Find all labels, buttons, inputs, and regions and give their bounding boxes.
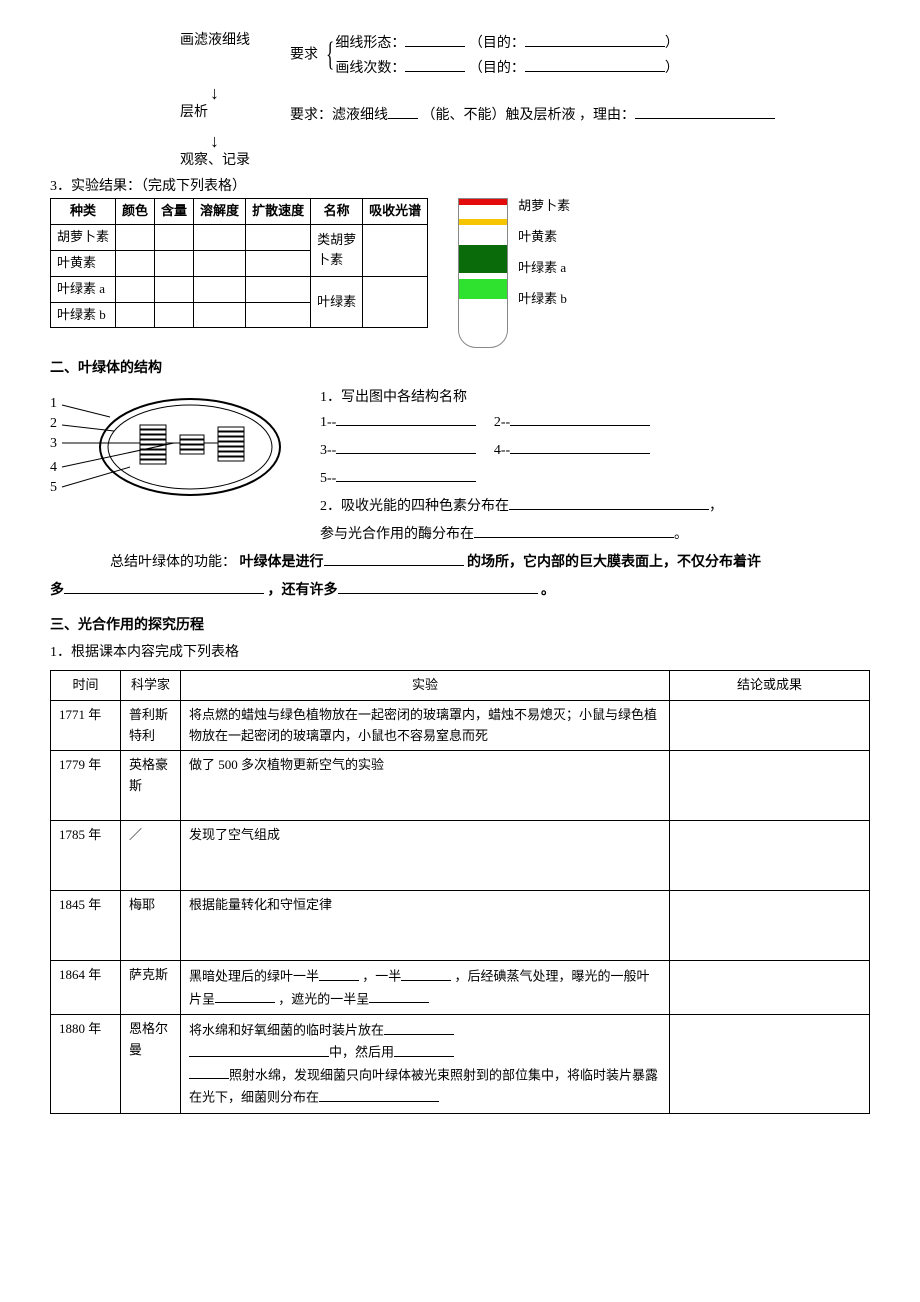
q2-prefix: 2．吸收光能的四种色素分布在 [320, 499, 509, 514]
flow-step-2-requirements: 要求：滤液细线 （能、不能）触及层析液 ，理由： [290, 102, 775, 127]
col-spectrum: 吸收光谱 [363, 199, 428, 225]
results-heading: 3．实验结果：（完成下列表格） [50, 176, 870, 198]
svg-text:5: 5 [50, 480, 57, 495]
col-color: 颜色 [116, 199, 155, 225]
strip-label-chlb: 叶绿素 b [518, 289, 570, 310]
strip-label-carotene: 胡萝卜素 [518, 196, 570, 217]
strip-label-chla: 叶绿素 a [518, 258, 570, 279]
purpose-label-2: （目的： [469, 61, 525, 76]
purpose-label-1: （目的： [469, 36, 525, 51]
step2-req-mid: （能、不能）触及层析液 ，理由： [422, 108, 636, 123]
chloro-summary-2: 多 ，还有许多 。 [50, 577, 870, 605]
chloro-summary: 总结叶绿体的功能： 叶绿体是进行 的场所，它内部的巨大膜表面上，不仅分布着许 [110, 549, 870, 577]
q2b-prefix: 参与光合作用的酶分布在 [320, 527, 474, 542]
section-3-title: 三、光合作用的探究历程 [50, 615, 870, 637]
history-row: 1771 年 普利斯特利 将点燃的蜡烛与绿色植物放在一起密闭的玻璃罩内，蜡烛不易… [51, 700, 870, 751]
table-header-row: 种类 颜色 含量 溶解度 扩散速度 名称 吸收光谱 [51, 199, 428, 225]
chromatography-strip: 胡萝卜素 叶黄素 叶绿素 a 叶绿素 b [458, 198, 570, 348]
line-shape-label: 细线形态： [335, 36, 405, 51]
svg-text:1: 1 [50, 396, 57, 411]
flow-step-2: 层析 [180, 102, 260, 124]
results-row: 种类 颜色 含量 溶解度 扩散速度 名称 吸收光谱 胡萝卜素 类胡萝卜素 叶黄素… [50, 198, 870, 348]
history-row: 1845 年 梅耶 根据能量转化和守恒定律 [51, 891, 870, 961]
chloroplast-row: 1 2 3 4 5 1．写出图中各结构名称 1-- 2-- 3-- 4-- 5-… [50, 387, 870, 549]
flow-arrow-2: ↓ [210, 132, 870, 150]
col-name: 名称 [311, 199, 363, 225]
strip-labels: 胡萝卜素 叶黄素 叶绿素 a 叶绿素 b [518, 196, 570, 348]
history-row: 1864 年 萨克斯 黑暗处理后的绿叶一半 ，一半 ，后经碘蒸气处理，曝光的一般… [51, 961, 870, 1015]
history-row: 1779 年 英格豪斯 做了 500 多次植物更新空气的实验 [51, 751, 870, 821]
engelmann-experiment: 将水绵和好氧细菌的临时装片放在 中，然后用 照射水绵，发现细菌只向叶绿体被光束照… [181, 1015, 670, 1114]
flow-step-3: 观察、记录 [180, 150, 260, 172]
col-kind: 种类 [51, 199, 116, 225]
chloroplast-questions: 1．写出图中各结构名称 1-- 2-- 3-- 4-- 5-- 2．吸收光能的四… [320, 387, 870, 549]
section-2-title: 二、叶绿体的结构 [50, 358, 870, 380]
history-row: 1785 年 ／ 发现了空气组成 [51, 821, 870, 891]
flow-section: 画滤液细线 要求 { 细线形态： （目的：） 画线次数： （目的：） ↓ 层析 … [50, 30, 870, 172]
history-row: 1880 年 恩格尔曼 将水绵和好氧细菌的临时装片放在 中，然后用 照射水绵，发… [51, 1015, 870, 1114]
strip-label-xantho: 叶黄素 [518, 227, 570, 248]
svg-text:3: 3 [50, 436, 57, 451]
chloroplast-diagram: 1 2 3 4 5 [50, 387, 290, 515]
req-label: 要求 [290, 47, 318, 62]
table-row: 胡萝卜素 类胡萝卜素 [51, 225, 428, 251]
table-row: 叶绿素 a 叶绿素 [51, 276, 428, 302]
col-diffusion: 扩散速度 [246, 199, 311, 225]
col-amount: 含量 [155, 199, 194, 225]
svg-text:4: 4 [50, 460, 57, 475]
sachs-experiment: 黑暗处理后的绿叶一半 ，一半 ，后经碘蒸气处理，曝光的一般叶片呈 ，遮光的一半呈 [181, 961, 670, 1015]
history-table: 时间 科学家 实验 结论或成果 1771 年 普利斯特利 将点燃的蜡烛与绿色植物… [50, 670, 870, 1114]
svg-text:2: 2 [50, 416, 57, 431]
line-count-label: 画线次数： [335, 61, 405, 76]
flow-step-1-requirements: 要求 { 细线形态： （目的：） 画线次数： （目的：） [290, 30, 679, 80]
history-header: 时间 科学家 实验 结论或成果 [51, 670, 870, 700]
results-table: 种类 颜色 含量 溶解度 扩散速度 名称 吸收光谱 胡萝卜素 类胡萝卜素 叶黄素… [50, 198, 428, 328]
strip-tube [458, 198, 508, 348]
section-3-subtitle: 1．根据课本内容完成下列表格 [50, 642, 870, 664]
flow-step-1: 画滤液细线 [180, 30, 260, 52]
col-solubility: 溶解度 [194, 199, 246, 225]
step2-req-prefix: 要求：滤液细线 [290, 108, 388, 123]
q1-label: 1．写出图中各结构名称 [320, 387, 870, 409]
flow-arrow-1: ↓ [210, 84, 870, 102]
